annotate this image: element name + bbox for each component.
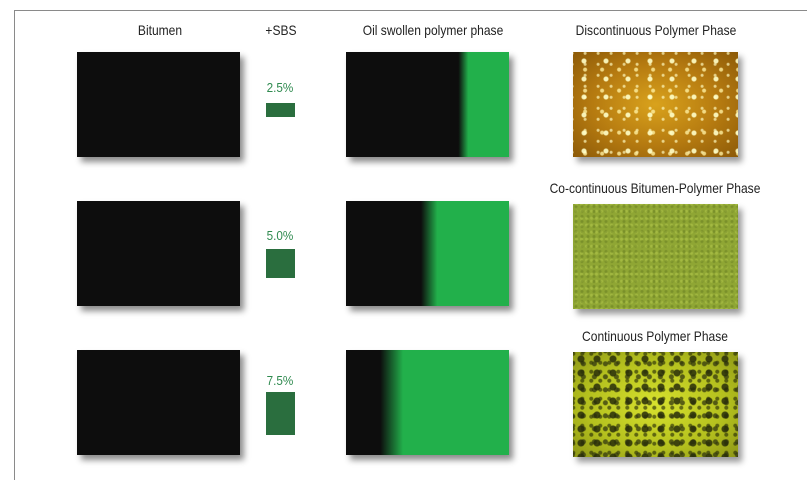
header-oil-swollen: Oil swollen polymer phase xyxy=(362,22,504,38)
micrograph-discontinuous xyxy=(573,52,738,157)
sbs-square-2 xyxy=(266,249,295,278)
oil-swollen-block-1 xyxy=(346,52,509,157)
figure-frame xyxy=(14,10,807,480)
header-bitumen: Bitumen xyxy=(137,22,183,38)
bitumen-block-2 xyxy=(77,201,240,306)
micrograph-cocontinuous xyxy=(573,204,738,309)
micrograph-continuous xyxy=(573,352,738,457)
sbs-square-3 xyxy=(266,392,295,435)
oil-swollen-block-3 xyxy=(346,350,509,455)
sbs-percent-1: 2.5% xyxy=(266,80,294,95)
header-discontinuous-phase: Discontinuous Polymer Phase xyxy=(575,22,737,38)
label-cocontinuous-phase: Co-continuous Bitumen-Polymer Phase xyxy=(549,180,761,196)
label-continuous-phase: Continuous Polymer Phase xyxy=(582,328,728,344)
sbs-square-1 xyxy=(266,103,295,117)
sbs-percent-3: 7.5% xyxy=(266,373,294,388)
bitumen-block-1 xyxy=(77,52,240,157)
oil-swollen-block-2 xyxy=(346,201,509,306)
sbs-percent-2: 5.0% xyxy=(266,228,294,243)
bitumen-block-3 xyxy=(77,350,240,455)
header-sbs: +SBS xyxy=(265,22,297,38)
